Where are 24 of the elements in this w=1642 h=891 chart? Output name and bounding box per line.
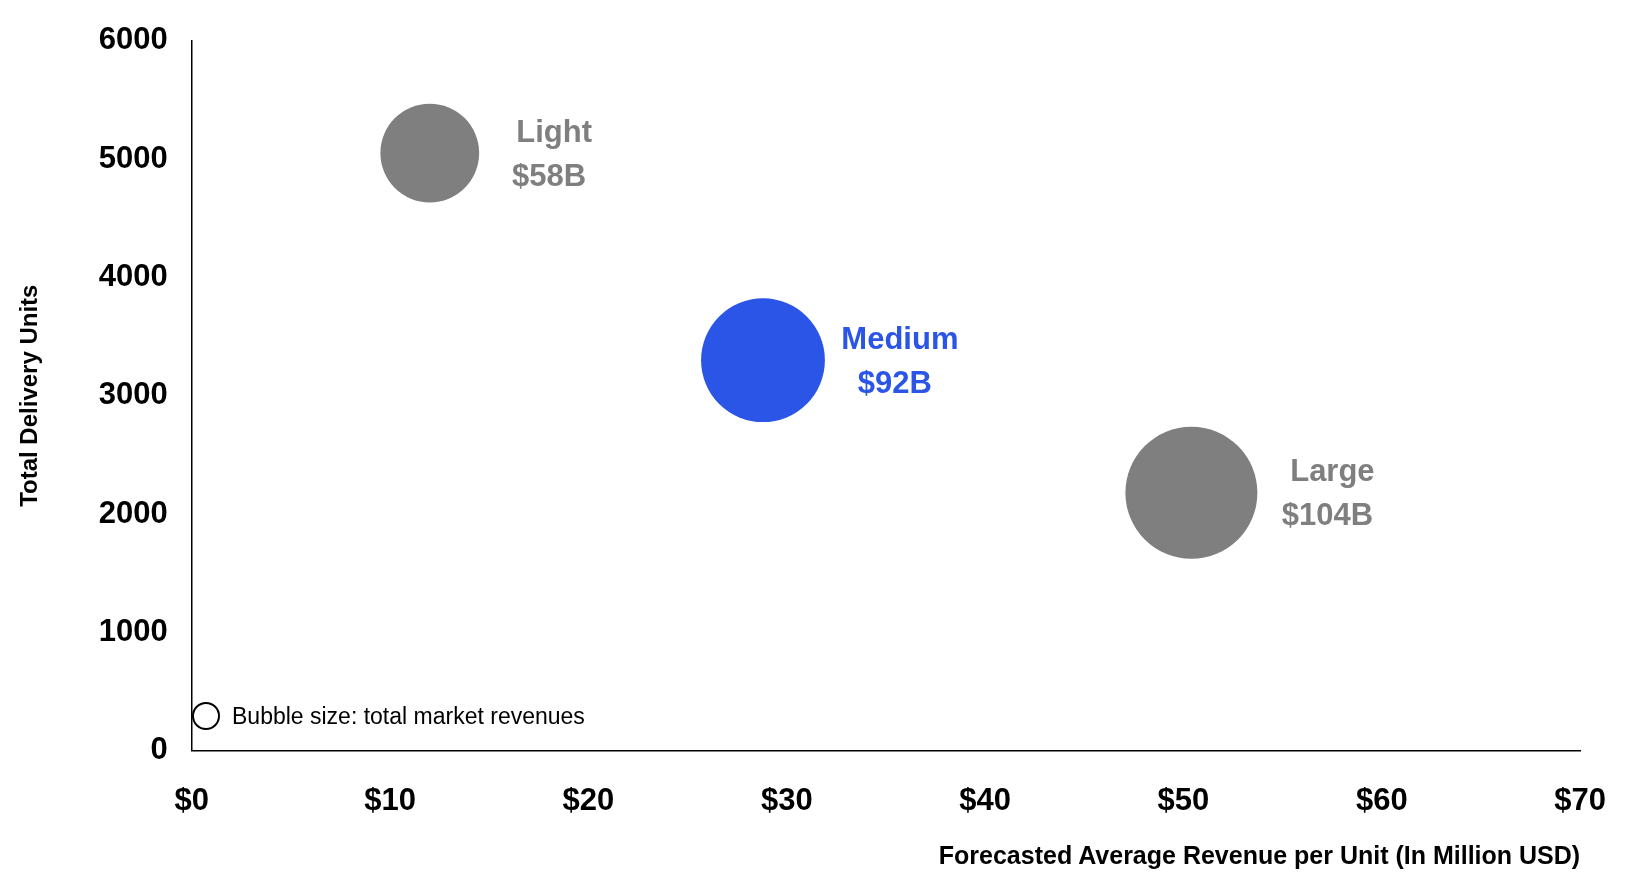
- x-tick-label: $30: [760, 781, 813, 817]
- series-label: Large: [1290, 453, 1375, 489]
- annotation: Bubble size: total market revenues: [232, 702, 585, 730]
- y-tick-label: 4000: [98, 257, 168, 293]
- x-tick-label: $40: [959, 781, 1011, 817]
- annotation: $92B: [857, 364, 932, 400]
- x-tick-label: $70: [1554, 781, 1607, 817]
- y-axis-title: Total Delivery Units: [15, 284, 43, 507]
- x-tick-label: $20: [562, 781, 615, 817]
- y-tick-label: 0: [150, 731, 168, 767]
- y-tick-label: 5000: [98, 139, 168, 175]
- y-tick-label: 6000: [98, 21, 168, 57]
- annotation: $104B: [1281, 497, 1374, 533]
- y-tick-label: 3000: [98, 376, 168, 412]
- annotation: $58B: [512, 157, 587, 193]
- x-tick-label: $10: [364, 781, 416, 817]
- x-axis-title: Forecasted Average Revenue per Unit (In Million USD): [938, 840, 1581, 869]
- x-tick-label: $50: [1157, 781, 1210, 817]
- x-tick-label: $0: [174, 781, 210, 817]
- x-tick-label: $60: [1355, 781, 1408, 817]
- y-tick-label: 1000: [98, 612, 168, 648]
- series-label: Medium: [841, 320, 959, 356]
- y-tick-label: 2000: [98, 494, 168, 530]
- series-label: Light: [516, 113, 593, 149]
